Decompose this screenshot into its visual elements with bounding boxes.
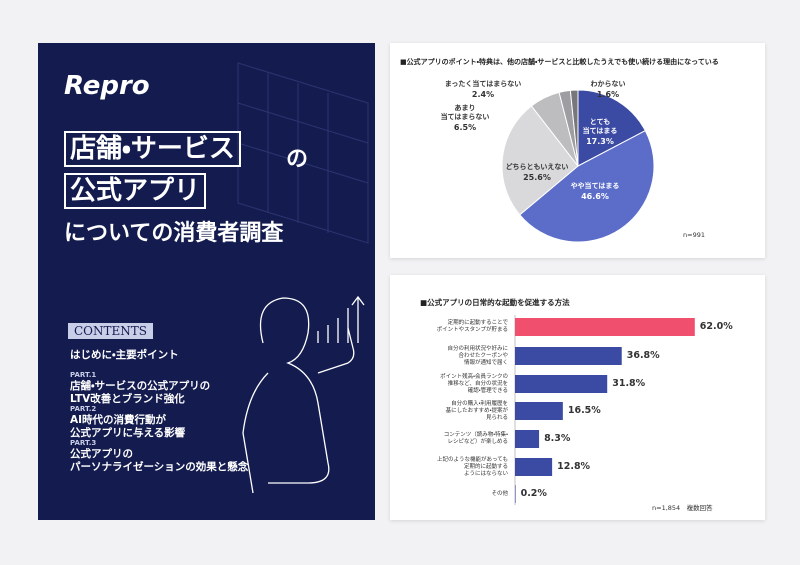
bar-value: 16.5% [567, 405, 601, 416]
pie-label: わからない [590, 80, 626, 88]
bar-value: 31.8% [612, 378, 646, 389]
contents-part: PART.1 [70, 371, 97, 379]
cover-title: 店舗・サービス [64, 131, 241, 167]
bar [515, 402, 563, 420]
bar-value: 12.8% [557, 461, 591, 472]
pie-label: とても 当てはまる [582, 118, 618, 135]
pie-label: あまり 当てはまらない [440, 104, 490, 121]
cover-title: についての消費者調査 [64, 221, 284, 246]
pie-value: 46.6% [581, 192, 609, 201]
pie-slice [501, 105, 579, 216]
bar-label: 自分の購入・利用履歴を 基にしたおすすめ・提案が 見られる [445, 400, 508, 421]
bar [515, 375, 608, 393]
contents-heading: CONTENTS [68, 323, 154, 339]
contents-item: はじめに・主要ポイント [70, 349, 179, 361]
bar-label: 定期的に起動することで ポイントやスタンプが貯まる [436, 320, 508, 333]
bar-card [390, 275, 765, 520]
pie-value: 17.3% [586, 137, 614, 146]
pie-value: 6.5% [453, 123, 477, 132]
cover-title: 公式アプリ [64, 173, 207, 209]
bar-value: 36.8% [626, 350, 660, 361]
logo: Repro [64, 71, 150, 101]
contents-item: AI時代の消費行動が 公式アプリに与える影響 [70, 414, 186, 439]
contents-item: 公式アプリの パーソナライゼーションの効果と懸念 [70, 448, 249, 473]
chart-title: ■公式アプリの日常的な起動を促進する方法 [420, 298, 570, 307]
bar-label: ポイント残高・会員ランクの 推移など、自分の状況を 確認・管理できる [440, 373, 508, 394]
contents-part: PART.3 [70, 439, 97, 447]
pie-value: 1.6% [596, 90, 620, 99]
cover: Repro 店舗・サービス の 公式アプリ についての消費者調査 CONTENT… [38, 43, 375, 520]
pie-label: まったく当てはまらない [444, 80, 522, 88]
bar [515, 318, 695, 336]
bar-label: 上記のような機能があっても 定期的に起動する ようにはならない [437, 456, 508, 477]
pie-slice [519, 129, 655, 243]
bar [515, 430, 540, 448]
pie-label: どちらともいえない [505, 163, 569, 171]
note: n=991 [683, 231, 705, 239]
pie-label: やや当てはまる [570, 182, 620, 190]
chart-title: ■公式アプリのポイント・特典は、他の店舗・サービスと比較したうえでも使い続ける理… [400, 58, 719, 66]
bar-label: その他 [491, 490, 508, 497]
contents-part: PART.2 [70, 405, 97, 413]
cover-art [237, 62, 369, 494]
pie-value: 2.4% [471, 90, 495, 99]
bar-label: コンテンツ（読み物・特集・ レシピなど）が楽しめる [443, 432, 508, 445]
bar-value: 0.2% [520, 488, 547, 499]
bar [515, 485, 516, 503]
contents-item: 店舗・サービスの公式アプリの LTV改善とブランド強化 [70, 380, 211, 405]
pie-value: 25.6% [523, 173, 551, 182]
bar [515, 458, 553, 476]
note: n=1,854 複数回答 [652, 504, 713, 512]
pie-slice [569, 89, 579, 167]
cover-title: の [286, 147, 309, 172]
pie-slice [577, 89, 646, 167]
bar [515, 347, 622, 365]
bar-value: 8.3% [544, 433, 571, 444]
bar-value: 62.0% [699, 321, 733, 332]
bar-label: 自分の利用状況や好みに 合わせたクーポンや 情報が通知で届く [447, 345, 508, 366]
